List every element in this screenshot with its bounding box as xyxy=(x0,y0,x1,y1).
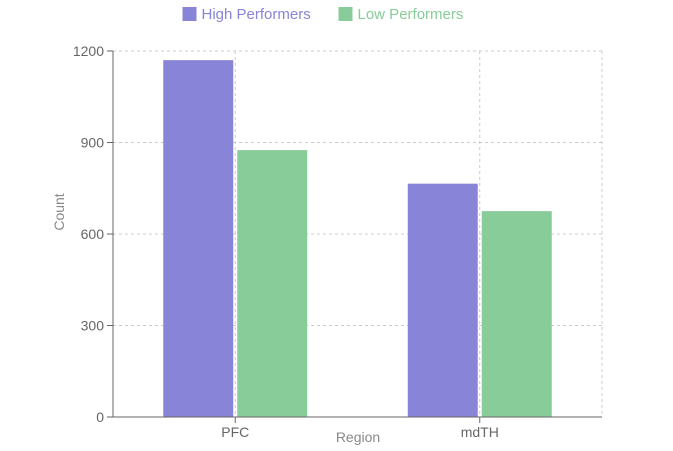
legend-swatch xyxy=(182,7,197,21)
y-tick-label: 0 xyxy=(96,409,104,425)
y-tick-label: 300 xyxy=(81,318,105,334)
x-axis-title: Region xyxy=(336,429,380,445)
x-tick-label: PFC xyxy=(221,424,249,440)
y-tick-label: 900 xyxy=(81,135,105,151)
bar-mdth-high-performers[interactable] xyxy=(407,183,478,417)
bar-pfc-low-performers[interactable] xyxy=(237,150,308,417)
y-tick-label: 1200 xyxy=(73,43,104,59)
x-tick-label: mdTH xyxy=(461,424,499,440)
legend-item-low-performers[interactable]: Low Performers xyxy=(338,6,464,23)
legend-item-high-performers[interactable]: High Performers xyxy=(182,6,311,23)
grid xyxy=(113,50,603,418)
bar-pfc-high-performers[interactable] xyxy=(163,60,234,418)
bars xyxy=(163,60,552,418)
legend: High Performers Low Performers xyxy=(182,6,464,23)
legend-label: Low Performers xyxy=(358,6,464,23)
axes: 0 300 600 900 1200 PFC mdTH xyxy=(73,43,602,440)
legend-swatch xyxy=(338,7,353,21)
legend-label: High Performers xyxy=(202,6,311,23)
bar-mdth-low-performers[interactable] xyxy=(481,211,552,417)
y-tick-label: 600 xyxy=(81,226,105,242)
y-axis-title: Count xyxy=(51,193,67,230)
